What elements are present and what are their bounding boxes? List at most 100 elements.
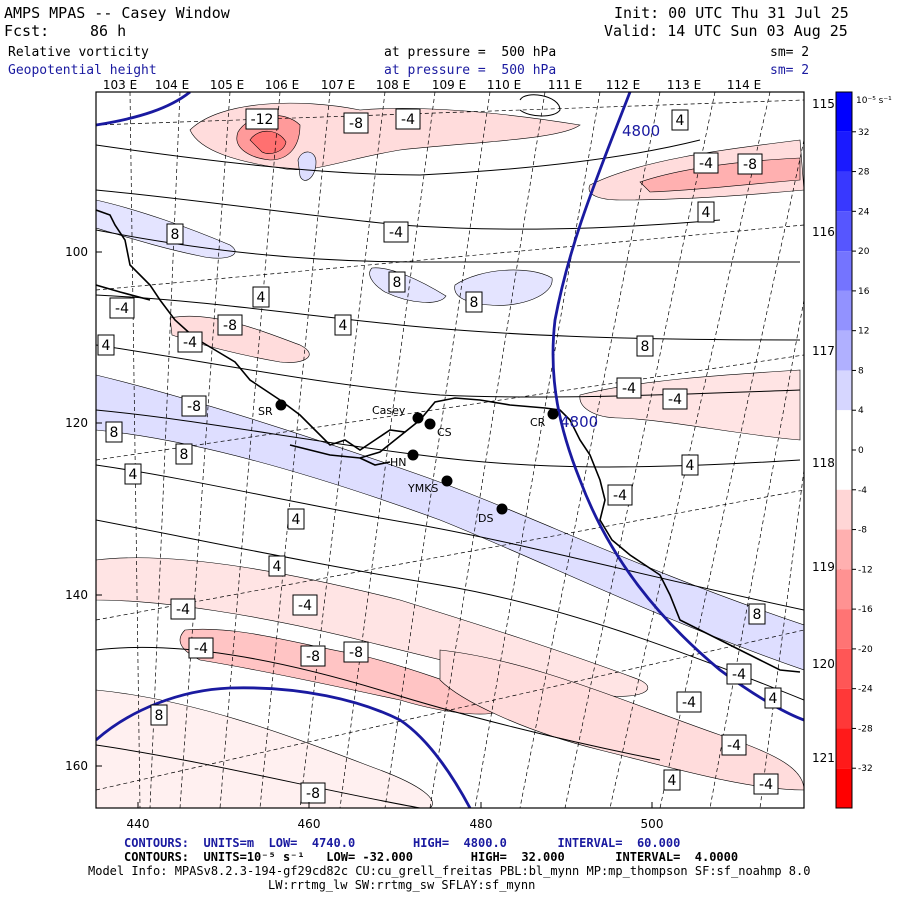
contour-label: 4 [287,508,305,530]
station-marker [407,449,419,461]
top-lon-label: 113 E [667,78,701,92]
contour-label-text: -8 [306,786,320,802]
top-lon-label: 105 E [210,78,244,92]
contour-label: 4 [671,109,689,131]
station-marker [496,503,508,515]
contour-label-text: 8 [641,339,650,355]
colorbar-segment [836,410,852,450]
x-tick-label: 440 [127,817,150,831]
colorbar-tick-label: -20 [858,645,873,655]
colorbar-tick-label: -12 [858,565,873,575]
contour-label: -4 [170,598,196,620]
footer-contours-vorticity: CONTOURS: UNITS=10⁻⁵ s⁻¹ LOW= -32.000 HI… [124,850,739,864]
contour-label-text: 8 [155,708,164,724]
colorbar-segment [836,648,852,689]
colorbar-tick-label: -8 [858,526,867,536]
shade-pos-band [96,374,804,671]
shade-neg-lower1 [96,557,649,697]
contour-label-text: 4 [702,205,711,221]
colorbar-tick-label: -24 [858,685,873,695]
contour-label-text: -4 [176,602,190,618]
top-lon-label: 107 E [321,78,355,92]
contour-label: -4 [662,388,688,410]
shade-pos-mid2 [369,267,447,303]
contour-label-text: -8 [187,399,201,415]
contour-label: 8 [636,335,654,357]
contour-label: -4 [676,691,702,713]
contour-label-text: 8 [180,447,189,463]
contour-label-text: -8 [349,645,363,661]
top-lon-label: 104 E [155,78,189,92]
colorbar-tick-label: -32 [858,764,873,774]
colorbar: 32 28 24 20 16 12 8 4 0 -4 -8 -12 -16 -20 -24 -28 -32 [835,91,873,809]
contour-label: -8 [343,641,369,663]
contour-label-text: 4 [668,773,677,789]
y-tick-label: 100 [65,245,88,259]
contour-label-text: -4 [389,225,403,241]
contour-label: 8 [388,271,406,293]
contour-label-text: 8 [110,425,119,441]
contour-label-text: -4 [682,695,696,711]
contour-label-text: -4 [668,392,682,408]
colorbar-segment [836,131,852,172]
contour-label: -4 [693,152,719,174]
contour-label: 4 [268,555,286,577]
contour-label-text: 4 [339,318,348,334]
contour-label-text: 4 [257,290,266,306]
x-tick-label: 500 [641,817,664,831]
colorbar-segment [836,569,852,610]
field1-level: at pressure = 500 hPa [384,45,557,60]
contour-label: 8 [175,443,193,465]
contour-label: -4 [177,331,203,353]
colorbar-tick-label: -16 [858,605,873,615]
colorbar-tick-label: -28 [858,724,873,734]
colorbar-segment [836,290,852,331]
colorbar-segment [836,728,852,769]
contour-label-text: -8 [743,157,757,173]
y-tick-label: 120 [65,416,88,430]
station-label: SR [258,405,273,418]
field2-level: at pressure = 500 hPa [384,63,557,78]
colorbar-tick-label: 12 [858,327,869,337]
colorbar-segment [836,171,852,212]
contour-label: -8 [300,782,326,804]
contour-label-text: 4 [273,559,282,575]
colorbar-tick-label: 8 [858,366,864,376]
colorbar-segment [836,688,852,729]
colorbar-segment [836,489,852,530]
contour-label-text: -8 [349,116,363,132]
geopotential-contours [96,92,804,808]
contour-label-text: -4 [183,335,197,351]
field1-name: Relative vorticity [8,45,149,60]
top-lon-label: 106 E [265,78,299,92]
field2-smoothing: sm= 2 [770,63,810,78]
contour-label-text: 8 [470,295,479,311]
contour-label: -4 [395,108,421,130]
top-lon-label: 108 E [376,78,410,92]
contour-label-text: 4 [129,467,138,483]
contour-label: -8 [300,645,326,667]
contour-label-text: -4 [298,598,312,614]
contour-label-text: 4 [102,338,111,354]
station-marker [424,418,436,430]
contour-label: -8 [217,314,243,336]
contour-label-text: -4 [732,667,746,683]
colorbar-segment [836,450,852,490]
height-label-top: 4800 [622,122,660,140]
contour-label: -12 [245,108,279,130]
colorbar-segment [836,609,852,649]
coastline [96,209,801,673]
contour-label: -8 [737,153,763,175]
field1-smoothing: sm= 2 [770,45,810,60]
colorbar-tick-label: 32 [858,128,869,138]
contour-label-text: 8 [393,275,402,291]
shade-neg-right [579,369,801,441]
colorbar-segment [836,768,852,808]
contour-label-text: -4 [622,381,636,397]
contour-label: -4 [188,637,214,659]
contour-label: 8 [465,291,483,313]
colorbar-segment [836,251,852,291]
station-marker [441,475,453,487]
contour-label: -4 [383,221,409,243]
top-lon-label: 111 E [548,78,582,92]
